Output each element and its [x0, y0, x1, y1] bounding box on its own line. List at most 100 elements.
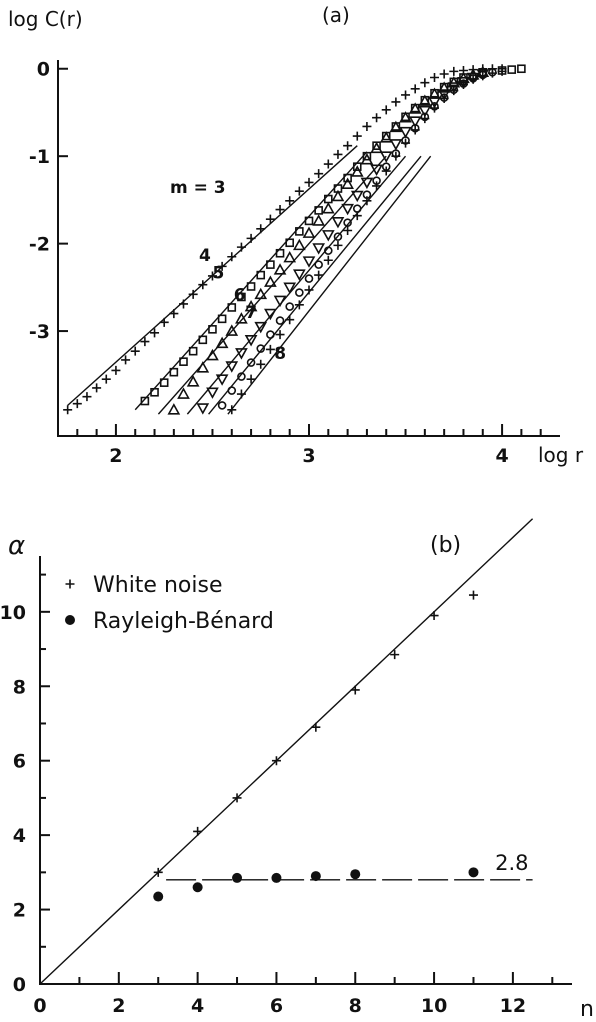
panel-a-point — [312, 214, 326, 226]
panel-a-point — [283, 250, 297, 263]
panel-a-point — [235, 312, 248, 324]
panel-a-point — [244, 335, 258, 347]
panel-b-x-tick-label: 8 — [349, 995, 362, 1017]
panel-a-point — [186, 375, 200, 387]
panel-a-point — [266, 260, 275, 269]
panel-a-y-tick-label: 0 — [37, 59, 50, 81]
panel-a-series-label: 8 — [274, 344, 286, 364]
panel-b-series-white-noise — [153, 590, 478, 877]
panel-a-point — [304, 216, 314, 226]
panel-a-point — [266, 330, 275, 339]
panel-a-point — [372, 181, 382, 191]
panel-a-point — [487, 68, 497, 78]
panel-a-point — [275, 316, 285, 325]
panel-a-point — [352, 162, 362, 171]
panel-b-point — [311, 722, 321, 732]
panel-a-x-tick-label: 4 — [495, 445, 508, 467]
panel-a-point — [215, 336, 229, 349]
panel-a-point — [321, 202, 335, 214]
panel-a-point — [150, 387, 159, 397]
panel-a-point — [82, 392, 92, 402]
panel-a-point — [101, 374, 111, 384]
panel-a-point — [507, 65, 517, 74]
panel-a-point — [92, 383, 102, 393]
panel-a-fit-line-6 — [186, 155, 407, 415]
panel-a-point — [430, 103, 439, 113]
panel-a-point — [294, 186, 304, 196]
panel-a-point — [295, 227, 304, 236]
panel-b-reference-line — [39, 518, 534, 985]
panel-a-point — [360, 177, 374, 190]
panel-a-point — [246, 358, 256, 367]
panel-a-series-label: 5 — [212, 264, 224, 284]
panel-a-fit-line-7 — [208, 155, 422, 415]
panel-a-point — [285, 196, 295, 206]
panel-a-point — [188, 346, 198, 356]
panel-a-point — [323, 255, 333, 265]
panel-a-series-7 — [217, 67, 497, 410]
panel-b-y-tick-label: 8 — [13, 676, 26, 698]
panel-a-point — [343, 173, 352, 183]
panel-b-point — [350, 869, 361, 880]
panel-a-point — [246, 282, 256, 291]
panel-a-point — [207, 271, 217, 281]
panel-a-point — [343, 141, 353, 151]
panel-a-point — [408, 102, 422, 114]
panel-a-point — [159, 378, 169, 387]
panel-a-point — [401, 138, 411, 148]
panel-b-point — [468, 867, 479, 878]
panel-a-point — [324, 246, 333, 255]
panel-a-point — [430, 72, 439, 82]
panel-a-point — [362, 121, 372, 131]
panel-b-point — [271, 756, 281, 766]
panel-b-point — [310, 871, 321, 882]
panel-a-point — [150, 328, 160, 338]
panel-a-point — [331, 189, 345, 202]
panel-a-point — [285, 315, 295, 325]
panel-a-point — [497, 66, 507, 76]
panel-a-point — [179, 299, 188, 309]
panel-a-point — [264, 275, 277, 287]
panel-a-point — [254, 321, 268, 334]
panel-a-point — [177, 387, 190, 399]
panel-a-point — [273, 263, 287, 275]
panel-b-title: (b) — [430, 533, 461, 558]
panel-b-legend-label: White noise — [93, 573, 222, 598]
panel-a-point — [275, 330, 285, 340]
panel-a-point — [399, 126, 412, 139]
panel-a-point — [237, 292, 246, 302]
panel-a-point — [217, 314, 227, 324]
panel-a-point — [217, 401, 227, 410]
panel-a-point — [466, 72, 480, 85]
panel-a-point — [314, 206, 323, 215]
panel-a-point — [476, 69, 490, 81]
panel-a-point — [323, 159, 333, 169]
panel-a-series-8 — [227, 66, 507, 415]
panel-a-series-label: 4 — [199, 246, 211, 266]
panel-a-point — [352, 131, 362, 141]
panel-a-point — [227, 405, 237, 415]
panel-a-point — [244, 299, 258, 312]
panel-a-point — [352, 204, 362, 213]
panel-a-point — [265, 214, 275, 224]
panel-a-point — [379, 151, 393, 163]
panel-a-point — [196, 361, 210, 373]
panel-a-point — [227, 252, 237, 262]
panel-a-y-tick-label: -2 — [29, 234, 50, 256]
panel-a-point — [408, 116, 422, 128]
panel-a-point — [265, 344, 275, 354]
panel-a-point — [236, 242, 246, 252]
panel-a-point — [360, 153, 374, 165]
panel-a-point — [206, 348, 219, 361]
panel-a-point — [389, 120, 403, 133]
panel-a-point — [312, 243, 326, 255]
panel-b-point — [193, 826, 203, 836]
panel-a-point — [314, 260, 323, 269]
panel-a-point — [333, 232, 343, 241]
panel-b-legend-marker — [65, 579, 75, 589]
panel-a-point — [167, 403, 181, 415]
panel-a-fit-line-8 — [227, 155, 432, 415]
panel-b-x-tick-label: 2 — [112, 995, 125, 1017]
panel-a-point — [381, 166, 391, 176]
panel-a-point — [321, 230, 335, 242]
